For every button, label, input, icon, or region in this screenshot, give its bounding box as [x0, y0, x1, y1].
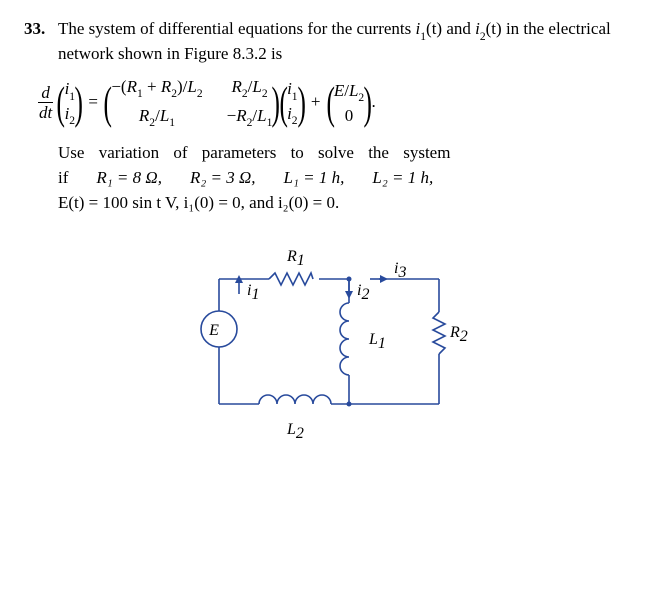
m11-b: )/ [177, 77, 187, 96]
cond-l2: L₂ = 1 h, [372, 167, 433, 190]
lbl-l2: L [286, 421, 296, 438]
rparen-1: ) [75, 80, 83, 126]
m11-r1s: 1 [137, 87, 143, 100]
m11: −(R1 + R2)/L2 [111, 76, 202, 101]
m12-l: L [252, 77, 261, 96]
m11-ls: 2 [197, 87, 203, 100]
svg-text:i1: i1 [247, 282, 259, 303]
m21-r: R [139, 106, 149, 125]
i2-arg: (t) [486, 19, 502, 38]
i2-sub: 2 [480, 30, 486, 43]
lbl-i1s: 1 [251, 286, 259, 303]
m11-r1: R [127, 77, 137, 96]
svg-text:R1: R1 [286, 248, 305, 269]
ddt-d: d [41, 83, 50, 102]
lbl-r1s: 1 [296, 252, 304, 269]
svg-text:i2: i2 [357, 282, 369, 303]
svg-text:L2: L2 [286, 421, 304, 442]
m12-ls: 2 [262, 87, 268, 100]
lbl-i3s: 3 [397, 264, 406, 281]
svg-text:E: E [208, 322, 219, 339]
m11-l: L [187, 77, 196, 96]
svg-text:R2: R2 [449, 324, 468, 345]
f1-e: E [334, 81, 344, 100]
equals-sign: = [88, 91, 98, 114]
f1-l: L [349, 81, 358, 100]
problem-intro: The system of differential equations for… [58, 18, 633, 66]
lparen-2: ( [103, 80, 111, 126]
rparen-3: ) [297, 80, 305, 126]
lparen-4: ( [326, 80, 334, 126]
m21-ls: 1 [169, 116, 175, 129]
lbl-e: E [208, 322, 219, 339]
m21: R2/L1 [139, 105, 175, 130]
m11-r2s: 2 [171, 87, 177, 100]
m12: R2/L2 [231, 76, 267, 101]
f2: 0 [345, 105, 354, 126]
instr-line2: if R₁ = 8 Ω, R₂ = 3 Ω, L₁ = 1 h, L₂ = 1 … [58, 167, 633, 190]
instr-line3: E(t) = 100 sin t V, i₁(0) = 0, and i₂(0)… [58, 192, 633, 215]
state-vector-2: i1 i2 [287, 78, 298, 128]
m21-rs: 2 [149, 116, 155, 129]
m22-rs: 2 [247, 116, 253, 129]
cond-l1: L₁ = 1 h, [284, 167, 345, 190]
lparen-3: ( [279, 80, 287, 126]
m12-r: R [231, 77, 241, 96]
lbl-r1: R [286, 248, 297, 265]
i1-arg: (t) [426, 19, 442, 38]
problem-intro-row: 33. The system of differential equations… [24, 18, 633, 66]
instr-line1-text: Use variation of parameters to solve the… [58, 143, 450, 162]
instr-line1: Use variation of parameters to solve the… [58, 142, 633, 165]
m22-r: R [236, 106, 246, 125]
intro-text-a: The system of differential equations for… [58, 19, 416, 38]
svg-text:i3: i3 [394, 260, 406, 281]
forcing-vector: E/L2 0 [334, 80, 364, 126]
lbl-i2s: 2 [361, 286, 369, 303]
instr-line3-text: E(t) = 100 sin t V, i₁(0) = 0, and i₂(0)… [58, 193, 339, 212]
circuit-figure: i1 i2 i3 R1 R2 L1 L2 E [184, 239, 474, 459]
svg-text:L1: L1 [368, 331, 386, 352]
ddt-dt: dt [39, 103, 52, 122]
A-matrix: −(R1 + R2)/L2 R2/L2 R2/L1 −R2/L1 [111, 76, 272, 130]
m21-l: L [160, 106, 169, 125]
lbl-l1s: 1 [377, 335, 385, 352]
equation-block: d dt ( i1 i2 ) = ( −(R1 + R2)/L2 R2/L2 R… [24, 76, 633, 130]
intro-text-b: and [446, 19, 475, 38]
cond-r1: R₁ = 8 Ω, [96, 167, 162, 190]
lbl-r2s: 2 [459, 328, 467, 345]
ddt-frac: d dt [36, 84, 55, 123]
lparen-1: ( [57, 80, 65, 126]
problem-block: 33. The system of differential equations… [24, 18, 633, 459]
m12-rs: 2 [242, 87, 248, 100]
eq-period: . [372, 91, 376, 114]
m22: −R2/L1 [227, 105, 273, 130]
lbl-l2s: 2 [295, 425, 303, 442]
lbl-l1: L [368, 331, 378, 348]
m22-l: L [257, 106, 266, 125]
m22-neg: − [227, 106, 237, 125]
plus-sign: + [311, 91, 321, 114]
m11-a: −( [111, 77, 126, 96]
i1-sub: 1 [420, 30, 426, 43]
cond-r2: R₂ = 3 Ω, [190, 167, 256, 190]
instr-if: if [58, 167, 68, 190]
m11-r2: R [161, 77, 171, 96]
lbl-r2: R [449, 324, 460, 341]
m11-plus: + [143, 77, 161, 96]
rparen-4: ) [364, 80, 372, 126]
problem-number: 33. [24, 18, 58, 66]
f1: E/L2 [334, 80, 364, 105]
